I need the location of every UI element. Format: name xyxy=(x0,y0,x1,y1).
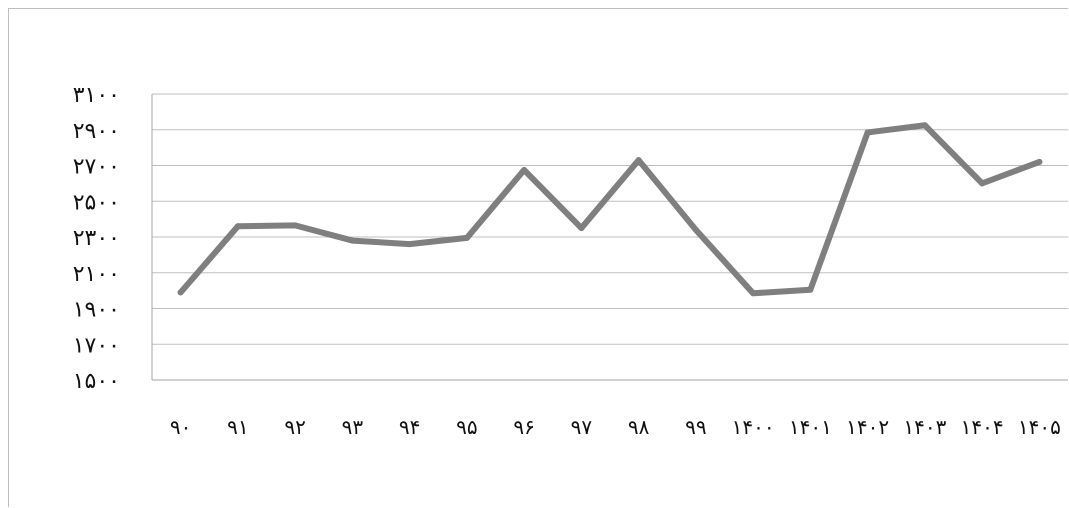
y-tick-label: ۱۵۰۰ xyxy=(73,369,120,394)
x-tick-label: ۹۸ xyxy=(628,415,650,439)
data-point xyxy=(177,289,184,296)
x-axis-tick-labels: ۹۰ ۹۱ ۹۲ ۹۳ ۹۴ ۹۵ ۹۶ ۹۷ ۹۸ ۹۹ ۱۴۰۰ ۱۴۰۱ ۱۴۰۲ ۱۴۰۳ ۱۴۰۴… xyxy=(170,415,1061,439)
x-tick-label: ۹۰ xyxy=(170,415,191,439)
data-point xyxy=(921,122,928,129)
data-point xyxy=(578,225,585,232)
data-point xyxy=(406,241,413,248)
data-point xyxy=(463,234,470,241)
chart-frame xyxy=(8,8,1068,507)
gridlines xyxy=(152,93,1068,345)
data-point xyxy=(864,129,871,136)
y-tick-label: ۳۱۰۰ xyxy=(73,83,120,108)
x-tick-label: ۱۴۰۱ xyxy=(789,415,832,439)
x-tick-label: ۹۱ xyxy=(227,415,248,439)
x-tick-label: ۱۴۰۵ xyxy=(1018,415,1061,439)
series xyxy=(177,122,1043,297)
data-point xyxy=(1036,158,1043,165)
x-tick-label: ۹۳ xyxy=(342,415,364,439)
y-axis-tick-labels: ۱۵۰۰ ۱۷۰۰ ۱۹۰۰ ۲۱۰۰ ۲۳۰۰ ۲۵۰۰ ۲۷۰۰ ۲۹۰۰ ۳۱۰۰ xyxy=(73,83,120,394)
x-tick-label: ۹۹ xyxy=(685,415,706,439)
x-tick-label: ۹۷ xyxy=(571,415,593,439)
y-tick-label: ۲۳۰۰ xyxy=(73,226,120,251)
x-tick-label: ۹۶ xyxy=(513,415,534,439)
y-tick-label: ۲۷۰۰ xyxy=(73,155,120,180)
data-point xyxy=(234,223,241,230)
y-tick-label: ۱۷۰۰ xyxy=(73,333,120,358)
y-tick-label: ۱۹۰۰ xyxy=(73,298,120,323)
x-tick-label: ۱۴۰۰ xyxy=(732,415,775,439)
x-tick-label: ۱۴۰۴ xyxy=(961,415,1004,439)
data-point xyxy=(635,157,642,164)
axes xyxy=(151,94,1068,381)
data-point xyxy=(349,237,356,244)
x-tick-label: ۹۲ xyxy=(284,415,305,439)
x-tick-label: ۹۴ xyxy=(399,415,420,439)
x-tick-label: ۱۴۰۲ xyxy=(846,415,889,439)
y-tick-label: ۲۱۰۰ xyxy=(73,262,120,287)
y-tick-label: ۲۵۰۰ xyxy=(73,190,120,215)
data-point xyxy=(692,226,699,233)
x-tick-label: ۱۴۰۳ xyxy=(903,415,946,439)
series-line xyxy=(177,122,1043,297)
data-point xyxy=(750,290,757,297)
y-tick-label: ۲۹۰۰ xyxy=(73,119,120,144)
x-tick-label: ۹۵ xyxy=(456,415,477,439)
data-point xyxy=(292,222,299,229)
data-point xyxy=(807,286,814,293)
data-point xyxy=(979,180,986,187)
data-point xyxy=(521,166,528,173)
